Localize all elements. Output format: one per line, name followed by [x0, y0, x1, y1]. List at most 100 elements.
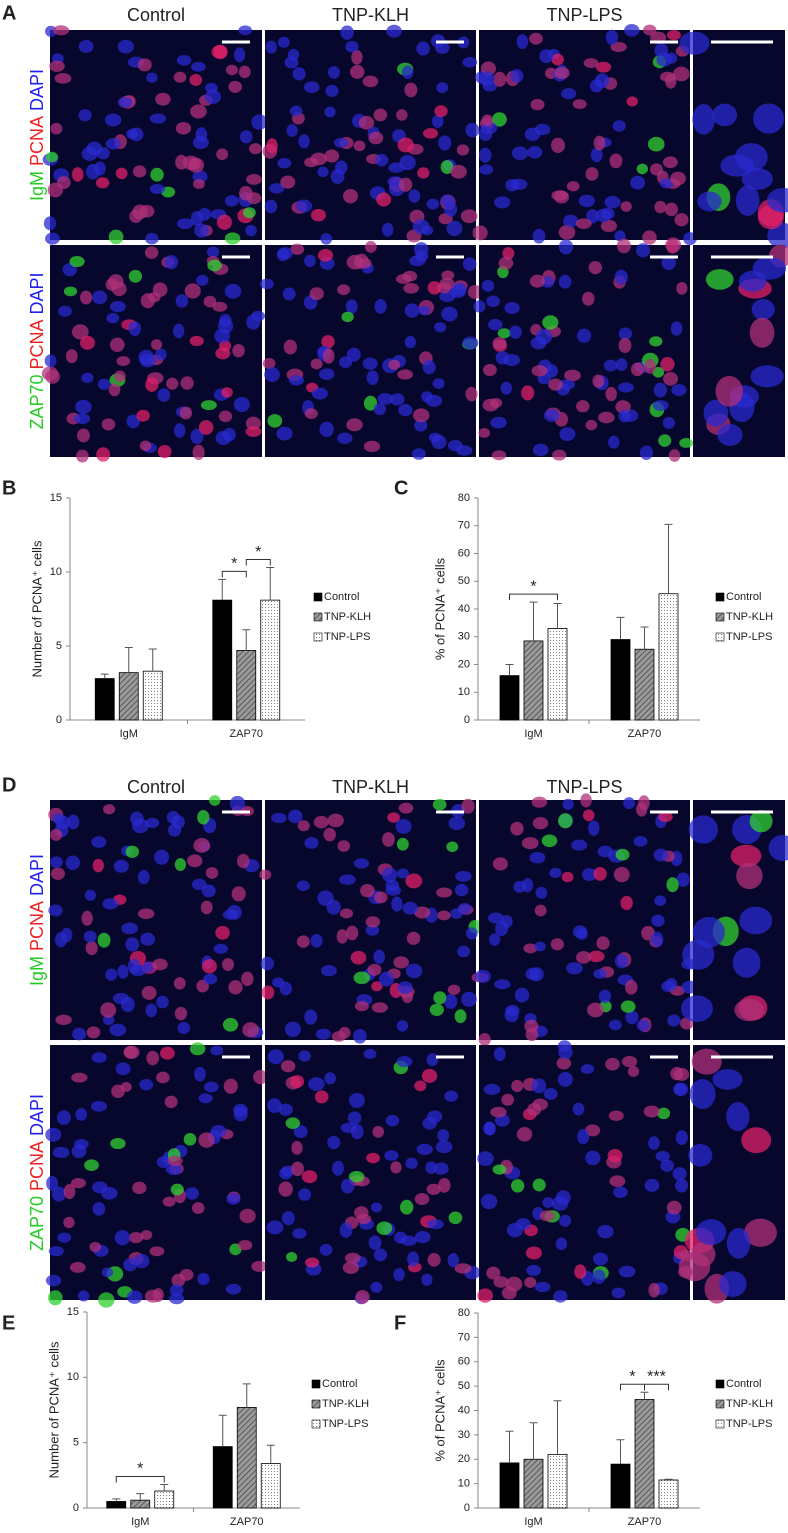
error-bar [664, 1478, 673, 1480]
cell [362, 75, 379, 88]
cell [185, 1187, 199, 1200]
legend-swatch [715, 1419, 725, 1429]
cell [89, 1241, 102, 1253]
cell [648, 1282, 660, 1298]
cell [438, 135, 452, 151]
cell [242, 1022, 259, 1038]
bar [610, 1463, 631, 1509]
cell [455, 870, 472, 882]
y-tick-label: 10 [458, 686, 470, 698]
cell [176, 55, 192, 66]
legend-label: Control [726, 591, 761, 603]
cell [320, 233, 333, 245]
cell [198, 1132, 215, 1148]
cell [226, 905, 242, 920]
cell [189, 74, 203, 86]
cell [412, 219, 430, 235]
y-tick-label: 5 [56, 640, 62, 652]
y-tick-label: 15 [67, 1306, 79, 1318]
significance-label: * [137, 1461, 143, 1478]
image-background [50, 30, 262, 240]
cell [355, 1290, 370, 1304]
cell [675, 1130, 688, 1145]
cell [337, 432, 353, 444]
cell [327, 1135, 341, 1150]
cell [437, 1129, 450, 1142]
cell [753, 103, 785, 134]
cell [125, 937, 140, 952]
cell [590, 147, 603, 163]
cell [80, 335, 96, 350]
cell [428, 432, 442, 443]
cell [276, 248, 290, 262]
cell [433, 991, 447, 1005]
cell [164, 255, 179, 270]
cell [391, 896, 403, 912]
error-bar [242, 629, 251, 651]
cell [304, 408, 318, 419]
cell [312, 387, 328, 400]
cell [734, 998, 765, 1022]
cell [141, 985, 157, 1000]
cell [480, 1193, 498, 1210]
cell [309, 287, 324, 301]
cell [98, 1292, 115, 1308]
cell [97, 378, 111, 390]
cell [489, 933, 501, 946]
cell [360, 883, 375, 898]
bar [547, 1453, 568, 1509]
cell [404, 303, 420, 318]
cell [529, 851, 546, 864]
cell [325, 84, 339, 97]
cell [350, 64, 365, 79]
cell [393, 1268, 405, 1282]
cell [200, 400, 217, 411]
cell [341, 1178, 355, 1194]
cell [137, 58, 152, 72]
micrograph [693, 244, 788, 457]
bar [212, 1446, 233, 1509]
cell [210, 1045, 224, 1056]
cell [585, 167, 599, 181]
cell [483, 1083, 501, 1095]
cell [652, 400, 669, 411]
cell [269, 183, 285, 194]
micrograph [42, 25, 268, 245]
cell [665, 978, 678, 991]
cell [414, 1193, 430, 1206]
cell [128, 269, 143, 283]
cell [222, 958, 235, 971]
cell [620, 895, 633, 911]
cell [97, 932, 111, 948]
bar [130, 1499, 151, 1509]
cell [167, 1155, 183, 1166]
cell [625, 979, 638, 995]
cell [46, 1175, 59, 1191]
cell [133, 1254, 150, 1269]
cell [71, 1177, 86, 1189]
cell [534, 1281, 551, 1293]
cell [149, 1246, 165, 1257]
cell [319, 368, 335, 380]
cell [553, 190, 570, 204]
cell [304, 254, 316, 268]
cell [504, 302, 520, 315]
cell [363, 440, 381, 453]
cell [695, 1219, 727, 1246]
bar [154, 1490, 175, 1509]
bar [499, 675, 520, 721]
cell [128, 321, 141, 337]
cell [653, 382, 667, 398]
x-tick-label: ZAP70 [628, 728, 662, 740]
cell [571, 839, 588, 851]
cell [298, 134, 310, 149]
cell [339, 1222, 353, 1238]
legend-swatch [715, 632, 725, 642]
cell [501, 915, 513, 928]
cell [604, 195, 621, 209]
cell [367, 963, 382, 976]
cell [197, 1272, 210, 1286]
cell [277, 36, 290, 48]
cell [216, 214, 232, 230]
cell [527, 145, 543, 159]
